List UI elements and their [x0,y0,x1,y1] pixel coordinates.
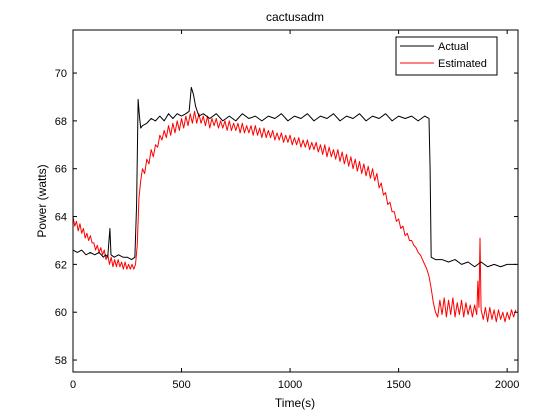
chart-title: cactusadm [266,10,324,24]
x-tick-label: 1000 [278,379,302,391]
y-axis-label: Power (watts) [35,164,49,237]
x-tick-label: 2000 [495,379,519,391]
series-line-estimated [73,110,517,323]
y-tick-label: 64 [55,212,67,224]
legend-box [395,36,498,76]
x-tick-label: 1500 [386,379,410,391]
y-tick-label: 68 [55,116,67,128]
x-tick-label: 500 [172,379,190,391]
y-tick-label: 62 [55,259,67,271]
y-tick-label: 60 [55,307,67,319]
plot-frame [72,29,519,373]
x-axis-label: Time(s) [275,396,315,410]
legend: Actual Estimated [395,36,498,76]
series-line-actual [73,86,516,268]
plot-area [73,30,518,372]
x-tick-label: 0 [70,379,76,391]
y-tick-label: 66 [55,164,67,176]
legend-label-estimated: Estimated [438,58,487,70]
legend-label-actual: Actual [438,41,469,53]
y-tick-label: 70 [55,68,67,80]
y-tick-label: 58 [55,355,67,367]
